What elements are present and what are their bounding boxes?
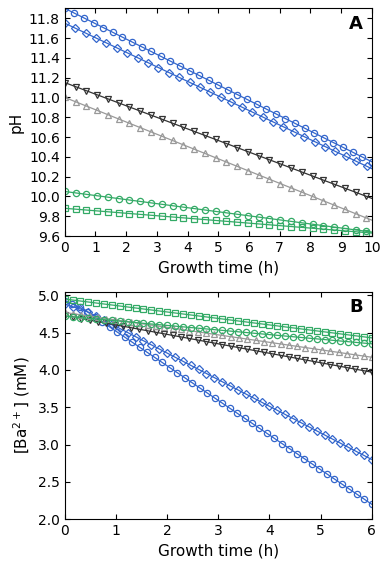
Text: A: A — [349, 15, 363, 33]
Text: B: B — [349, 298, 363, 316]
X-axis label: Growth time (h): Growth time (h) — [158, 544, 279, 558]
Y-axis label: pH: pH — [8, 112, 23, 133]
Y-axis label: [Ba$^{2+}$] (mM): [Ba$^{2+}$] (mM) — [12, 357, 32, 454]
X-axis label: Growth time (h): Growth time (h) — [158, 260, 279, 276]
